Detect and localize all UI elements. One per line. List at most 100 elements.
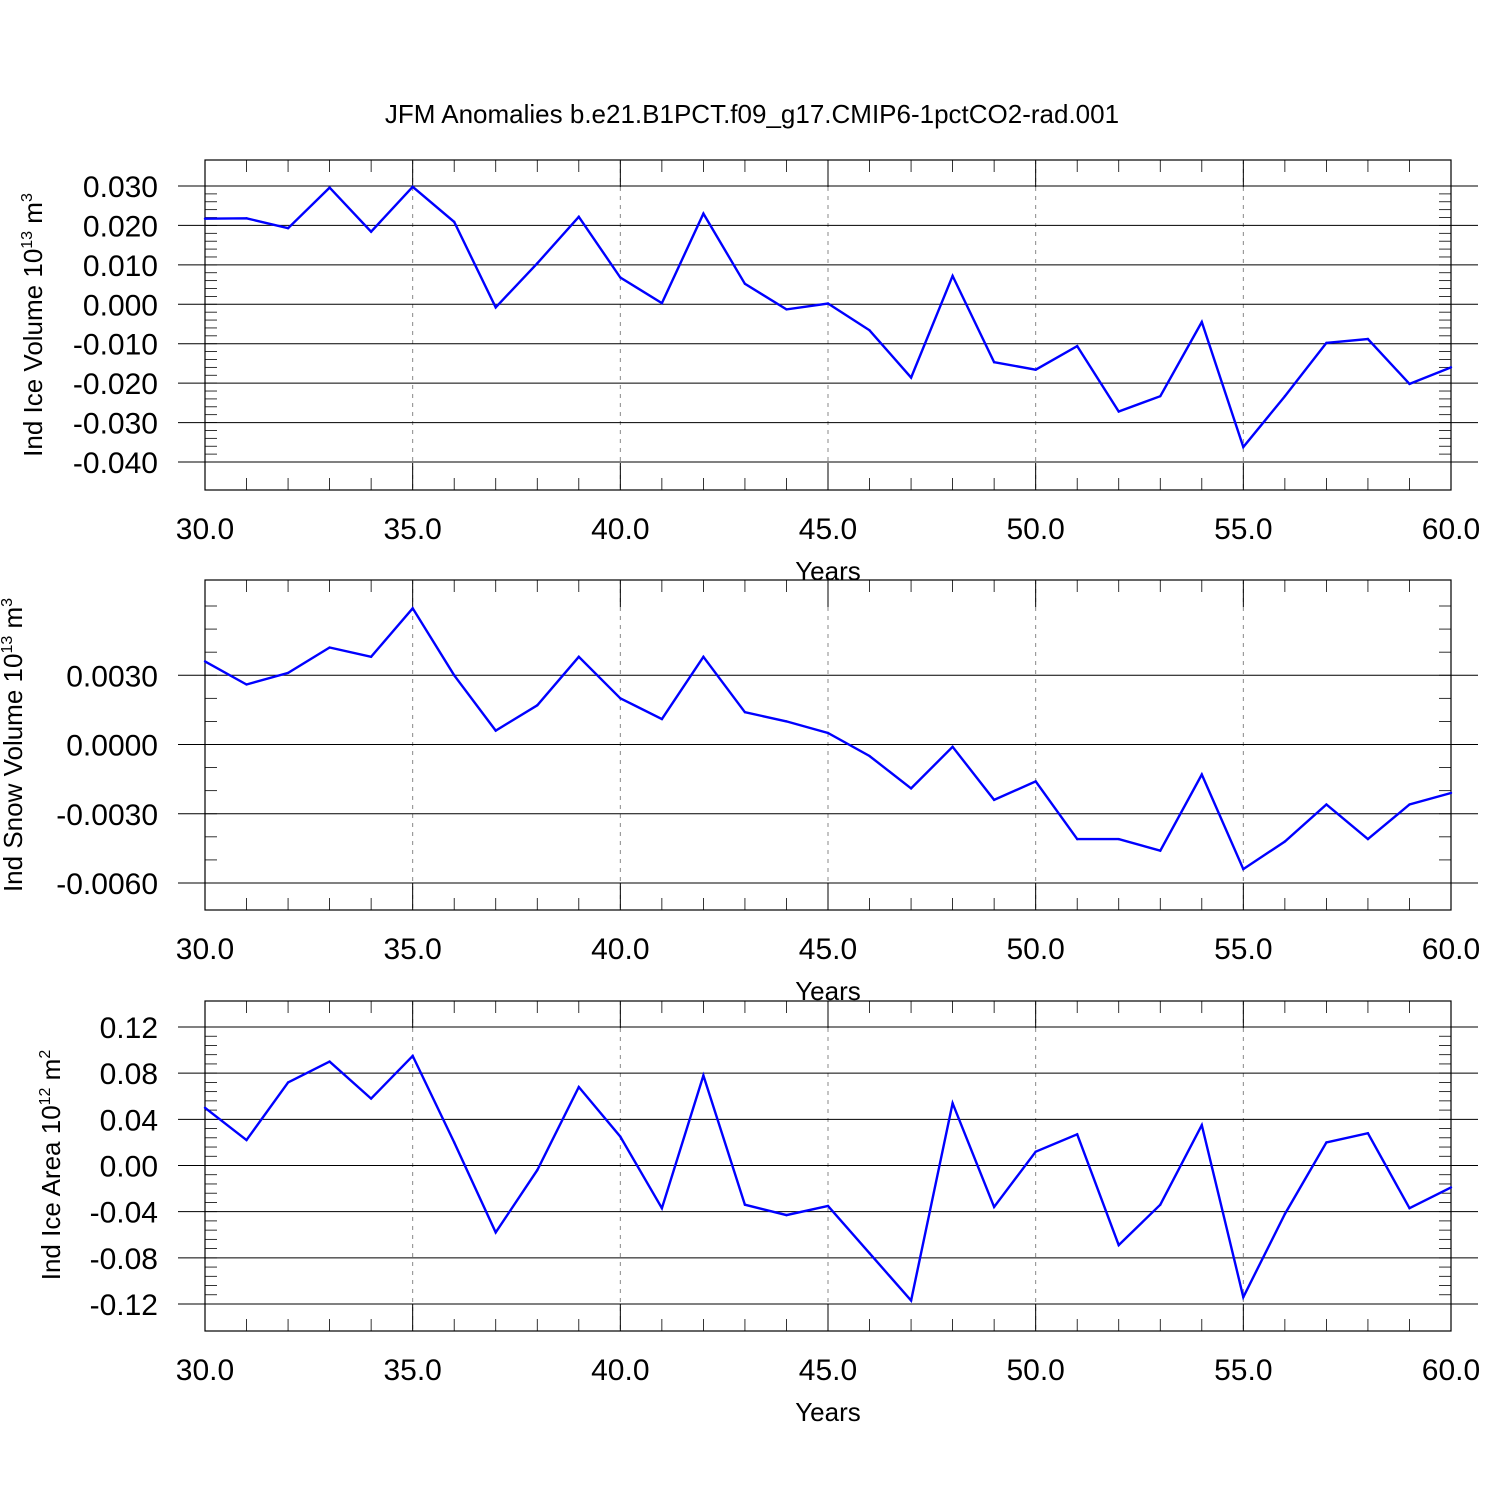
data-point — [826, 731, 830, 735]
data-point — [1117, 1243, 1120, 1247]
series-line — [204, 606, 1452, 871]
data-point — [660, 301, 664, 305]
x-tick-label: 40.0 — [591, 933, 649, 966]
data-point — [1200, 320, 1204, 324]
data-point — [785, 720, 788, 723]
x-tick-label: 40.0 — [591, 513, 649, 546]
data-point — [1200, 1123, 1204, 1127]
x-tick-label: 60.0 — [1422, 1354, 1480, 1387]
y-tick-label: 0.0000 — [66, 730, 158, 763]
data-point — [951, 745, 954, 749]
data-point — [203, 1106, 207, 1109]
x-tick-label: 55.0 — [1214, 1354, 1272, 1387]
chart-panel-1: 0.030 0.020 0.010 0.000 -0.010 -0.020 -0.030 -0… — [18, 159, 1480, 586]
x-tick-label: 45.0 — [799, 1354, 857, 1387]
data-point — [494, 306, 497, 309]
y-tick-label: 0.00 — [100, 1151, 158, 1184]
data-point — [660, 1207, 664, 1210]
data-point — [245, 1138, 248, 1142]
data-point — [245, 683, 248, 686]
data-point — [1242, 1295, 1245, 1299]
y-tick-label: -0.020 — [73, 368, 158, 401]
data-point — [951, 274, 954, 278]
data-point — [1325, 341, 1328, 345]
data-point — [245, 217, 248, 220]
data-point — [1325, 803, 1328, 806]
data-point — [1449, 1186, 1453, 1189]
chart-panel-3: 0.12 0.08 0.04 0.00 -0.04 -0.08 -0.12 30.0 35.0 4… — [36, 1000, 1480, 1427]
x-tick-label: 35.0 — [383, 1354, 441, 1387]
data-point — [619, 1135, 622, 1138]
data-point — [1159, 394, 1162, 398]
data-point — [702, 212, 705, 215]
data-point — [1076, 837, 1079, 841]
data-point — [619, 276, 622, 279]
y-tick-label: 0.010 — [83, 250, 158, 283]
data-point — [909, 1299, 913, 1302]
data-point — [868, 329, 871, 332]
x-tick-label: 60.0 — [1422, 513, 1480, 546]
data-point — [743, 282, 747, 285]
data-point — [992, 798, 996, 802]
data-point — [1034, 368, 1037, 371]
data-point — [286, 1081, 290, 1084]
x-tick-label: 30.0 — [176, 513, 234, 546]
y-tick-label: 0.000 — [83, 289, 158, 322]
data-point — [1200, 773, 1204, 776]
data-point — [1034, 1150, 1037, 1153]
data-point — [411, 185, 414, 188]
data-point — [1449, 791, 1453, 795]
data-point — [868, 1252, 871, 1255]
x-tick-label: 30.0 — [176, 933, 234, 966]
data-point — [619, 697, 622, 700]
data-point — [203, 660, 207, 663]
data-point — [992, 1205, 996, 1209]
data-point — [369, 1097, 373, 1100]
y-tick-label: -0.08 — [90, 1243, 158, 1276]
data-point — [909, 787, 913, 790]
x-tick-label: 35.0 — [383, 933, 441, 966]
y-tick-label: -0.12 — [90, 1289, 158, 1322]
y-axis-label: Ind Ice Area 1012 m2 — [36, 1050, 66, 1281]
data-point — [702, 655, 705, 658]
data-point — [1408, 1207, 1411, 1210]
data-point — [1159, 1203, 1162, 1206]
data-point — [1408, 803, 1411, 806]
data-point — [1159, 849, 1162, 852]
chart-panel-2: 0.0030 0.0000 -0.0030 -0.0060 30.0 35.0 40.0 45… — [0, 579, 1480, 1006]
data-point — [826, 302, 830, 305]
y-tick-label: 0.08 — [100, 1058, 158, 1091]
data-point — [494, 729, 497, 732]
data-point — [909, 376, 913, 379]
data-point — [951, 1101, 954, 1105]
x-tick-label: 35.0 — [383, 513, 441, 546]
data-point — [1325, 1141, 1328, 1144]
data-point — [785, 1213, 788, 1217]
data-point — [453, 674, 456, 677]
data-point — [743, 1203, 747, 1206]
y-tick-label: 0.020 — [83, 210, 158, 243]
data-point — [1076, 1133, 1079, 1136]
y-tick-label: 0.030 — [83, 171, 158, 204]
x-tick-label: 55.0 — [1214, 513, 1272, 546]
data-point — [328, 186, 331, 189]
data-point — [286, 671, 290, 675]
x-tick-label: 50.0 — [1006, 1354, 1064, 1387]
data-point — [1117, 410, 1120, 413]
x-tick-label: 45.0 — [799, 933, 857, 966]
data-point — [577, 1085, 580, 1089]
data-point — [536, 262, 539, 265]
data-point — [1242, 867, 1245, 871]
data-point — [1242, 445, 1245, 449]
data-point — [1283, 1212, 1287, 1216]
x-axis-label: Years — [795, 1397, 861, 1427]
data-point — [328, 646, 331, 649]
data-point — [992, 361, 996, 364]
x-tick-label: 50.0 — [1006, 513, 1064, 546]
y-tick-label: -0.030 — [73, 408, 158, 441]
x-tick-label: 60.0 — [1422, 933, 1480, 966]
data-point — [1117, 837, 1120, 841]
data-point — [1283, 394, 1287, 398]
y-tick-label: 0.12 — [100, 1012, 158, 1045]
data-point — [203, 217, 207, 220]
